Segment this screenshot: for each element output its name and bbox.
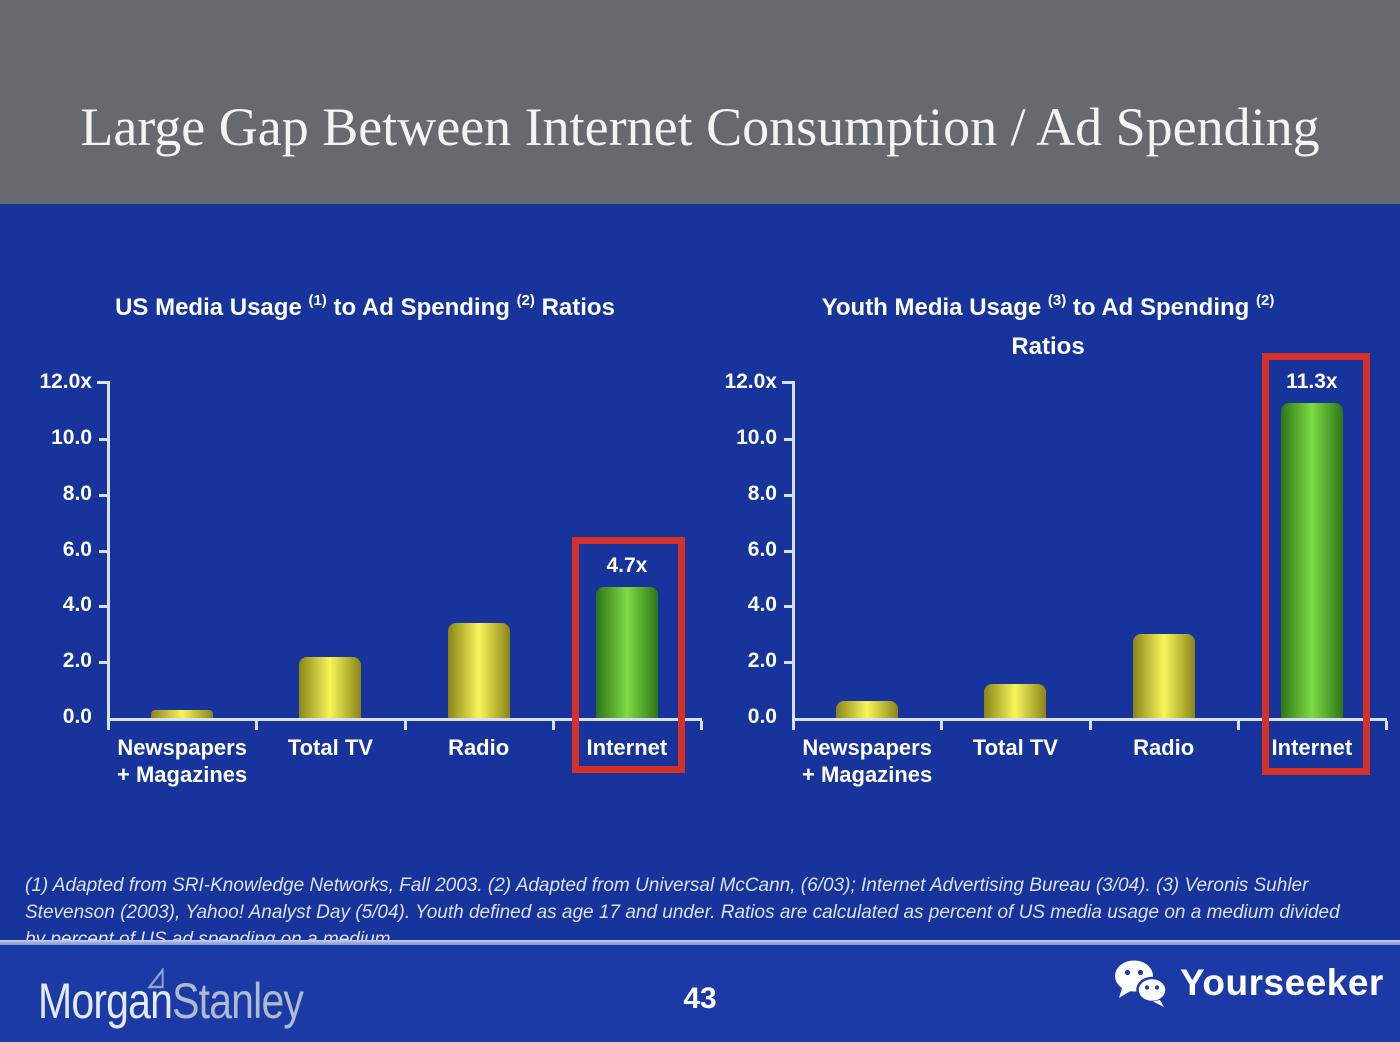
y-tick-label: 2.0 <box>747 649 777 673</box>
title-superscript: (2) <box>1256 292 1275 309</box>
x-tick <box>107 721 110 730</box>
title-superscript: (3) <box>1047 292 1067 309</box>
y-tick <box>99 605 107 609</box>
category-label: Internet <box>1271 735 1353 760</box>
bar-internet <box>1280 403 1343 718</box>
morgan-stanley-logo-part1: Morgan <box>38 973 173 1029</box>
title-text: to Ad Spending <box>1066 294 1256 321</box>
category-label: Radio <box>448 735 510 760</box>
bar-radio <box>447 623 510 718</box>
y-tick <box>99 437 107 441</box>
y-tick-label: 10.0 <box>51 425 92 449</box>
x-tick <box>255 721 259 730</box>
x-tick <box>1088 721 1092 730</box>
y-tick-label: 10.0 <box>736 425 777 449</box>
x-axis-line <box>792 718 1387 721</box>
page-number: 43 <box>683 982 717 1015</box>
footnote-line-2: Stevenson (2003), Yahoo! Analyst Day (5/… <box>25 902 1340 923</box>
y-tick-label: 8.0 <box>747 481 777 505</box>
y-tick <box>99 549 107 553</box>
x-tick <box>940 721 944 730</box>
bar-newspapers <box>151 710 214 718</box>
morgan-stanley-logo-part2: Stanley <box>172 973 304 1029</box>
y-axis-top-tick <box>782 381 792 384</box>
y-tick-label: 4.0 <box>747 593 777 617</box>
title-superscript: (2) <box>516 292 535 309</box>
yourseeker-logo: Yourseeker <box>1112 958 1384 1008</box>
bar-total-tv <box>299 657 362 718</box>
x-tick <box>1385 721 1388 730</box>
title-text: to Ad Spending <box>326 294 517 321</box>
x-tick <box>700 721 703 730</box>
bar-newspapers <box>836 701 899 718</box>
category-label: Total TV <box>972 735 1058 760</box>
bar-radio <box>1132 634 1195 718</box>
morgan-stanley-logo: MorganStanley <box>38 968 304 1029</box>
y-axis-top-tick <box>97 381 107 384</box>
title-text: US Media Usage <box>115 294 309 321</box>
y-tick-label: 2.0 <box>62 649 92 673</box>
y-tick-label: 6.0 <box>62 537 92 561</box>
x-tick <box>792 721 795 730</box>
y-tick <box>784 661 792 665</box>
wechat-icon <box>1115 960 1168 1007</box>
title-text: Ratios <box>534 294 615 321</box>
y-tick-label: 12.0x <box>39 370 92 393</box>
x-tick <box>403 721 407 730</box>
footnote-line-1: (1) Adapted from SRI-Knowledge Networks,… <box>25 875 1309 896</box>
y-tick <box>99 661 107 665</box>
y-tick-label: 4.0 <box>62 593 92 617</box>
category-label: Newspapers + Magazines <box>802 735 933 787</box>
x-axis-line <box>107 718 702 721</box>
y-tick-label: 0.0 <box>747 705 777 728</box>
title-text: Ratios <box>1011 333 1085 360</box>
category-label: Radio <box>1133 735 1195 760</box>
highlight-box-internet <box>1262 353 1370 775</box>
footer-separator <box>0 940 1400 945</box>
y-tick-label: 0.0 <box>62 705 92 728</box>
title-superscript: (1) <box>308 292 327 309</box>
slide-title: Large Gap Between Internet Consumption /… <box>80 97 1320 157</box>
category-label: Total TV <box>287 735 373 760</box>
y-tick-label: 8.0 <box>62 481 92 505</box>
y-tick <box>784 437 792 441</box>
bar-value-label: 4.7x <box>606 554 648 577</box>
bar-value-label: 11.3x <box>1286 370 1338 393</box>
title-text: Youth Media Usage <box>821 294 1048 321</box>
y-tick-label: 6.0 <box>747 537 777 561</box>
x-tick <box>1236 721 1240 730</box>
header-band: Large Gap Between Internet Consumption /… <box>0 0 1400 204</box>
category-label: Newspapers + Magazines <box>117 735 248 787</box>
y-tick <box>99 493 107 497</box>
y-tick <box>784 549 792 553</box>
y-tick-label: 12.0x <box>724 370 777 393</box>
chart-title: Youth Media Usage (3) to Ad Spending (2)… <box>743 290 1353 365</box>
yourseeker-label: Yourseeker <box>1180 962 1384 1003</box>
bar-total-tv <box>984 684 1047 718</box>
highlight-box-internet <box>572 537 685 773</box>
chart-title: US Media Usage (1) to Ad Spending (2) Ra… <box>60 290 670 329</box>
y-tick <box>784 493 792 497</box>
bar-internet <box>595 587 658 718</box>
x-tick <box>551 721 555 730</box>
category-label: Internet <box>586 735 668 760</box>
y-tick <box>784 605 792 609</box>
morgan-stanley-flag-icon <box>147 968 164 989</box>
y-axis-line <box>792 381 795 720</box>
y-axis-line <box>107 381 110 720</box>
